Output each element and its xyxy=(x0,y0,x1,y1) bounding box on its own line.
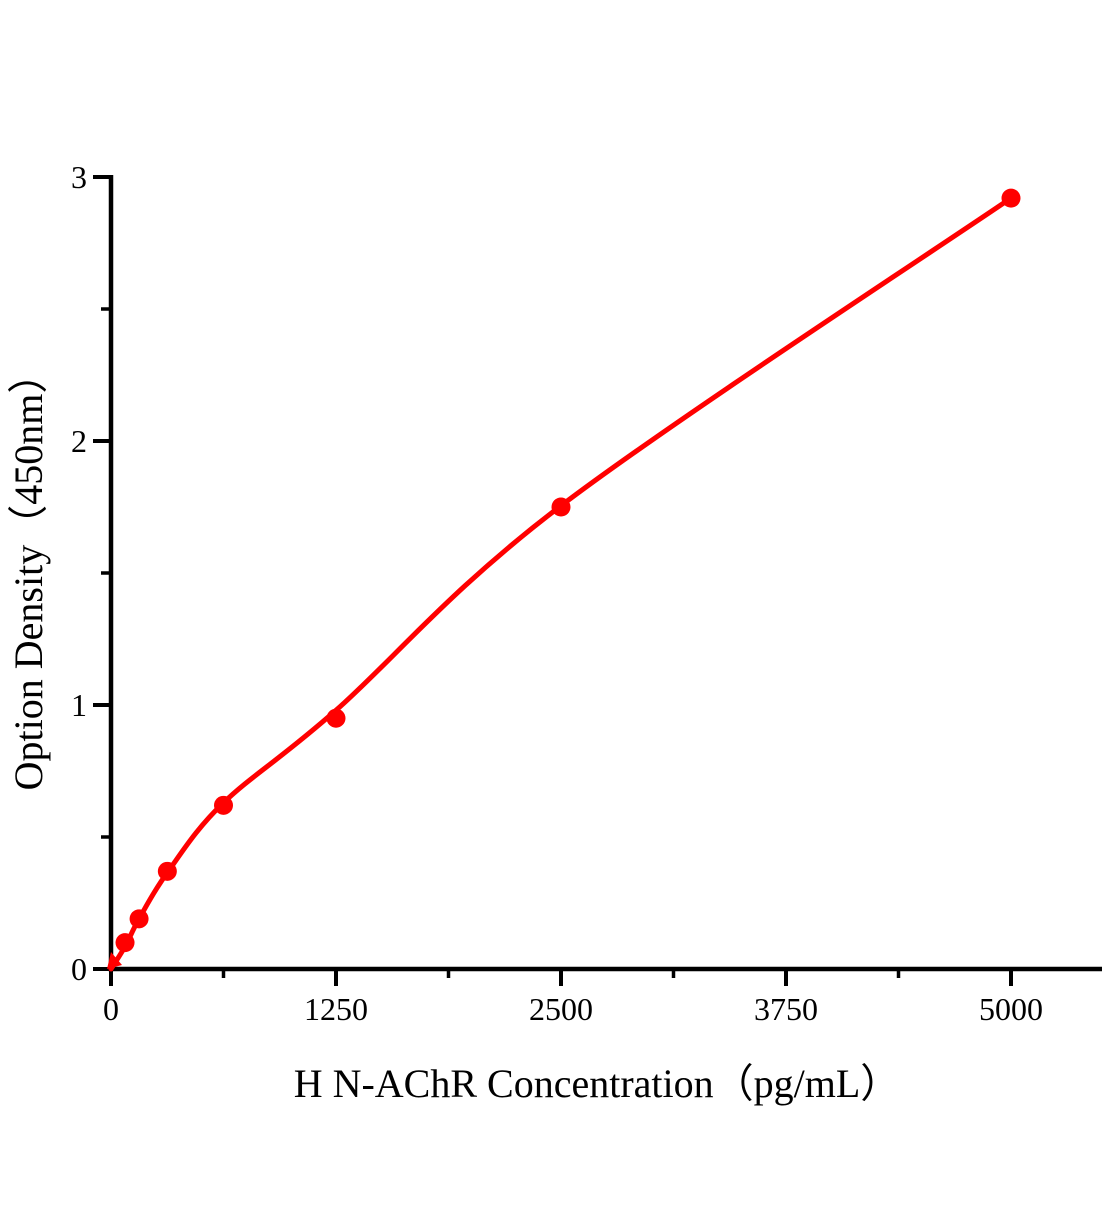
y-tick-label: 3 xyxy=(71,159,87,195)
curve-origin-cap xyxy=(107,952,122,969)
data-point xyxy=(129,909,149,929)
x-axis-title: H N-AChR Concentration（pg/mL） xyxy=(294,1061,901,1106)
y-axis-title: Option Density（450nm） xyxy=(6,354,51,791)
y-tick-label: 1 xyxy=(71,687,87,723)
data-point xyxy=(214,795,233,815)
data-point xyxy=(157,861,177,881)
x-tick-label: 2500 xyxy=(529,991,593,1027)
fit-curve xyxy=(108,195,1014,972)
x-tick-label: 3750 xyxy=(754,991,818,1027)
data-point xyxy=(115,933,135,953)
y-tick-label: 2 xyxy=(71,423,87,459)
y-tick-label: 0 xyxy=(71,951,87,987)
x-tick-label: 0 xyxy=(103,991,119,1027)
x-tick-label: 1250 xyxy=(304,991,368,1027)
data-point xyxy=(326,708,346,728)
data-point xyxy=(1001,188,1021,208)
data-point xyxy=(551,497,571,517)
x-tick-label: 5000 xyxy=(979,991,1043,1027)
